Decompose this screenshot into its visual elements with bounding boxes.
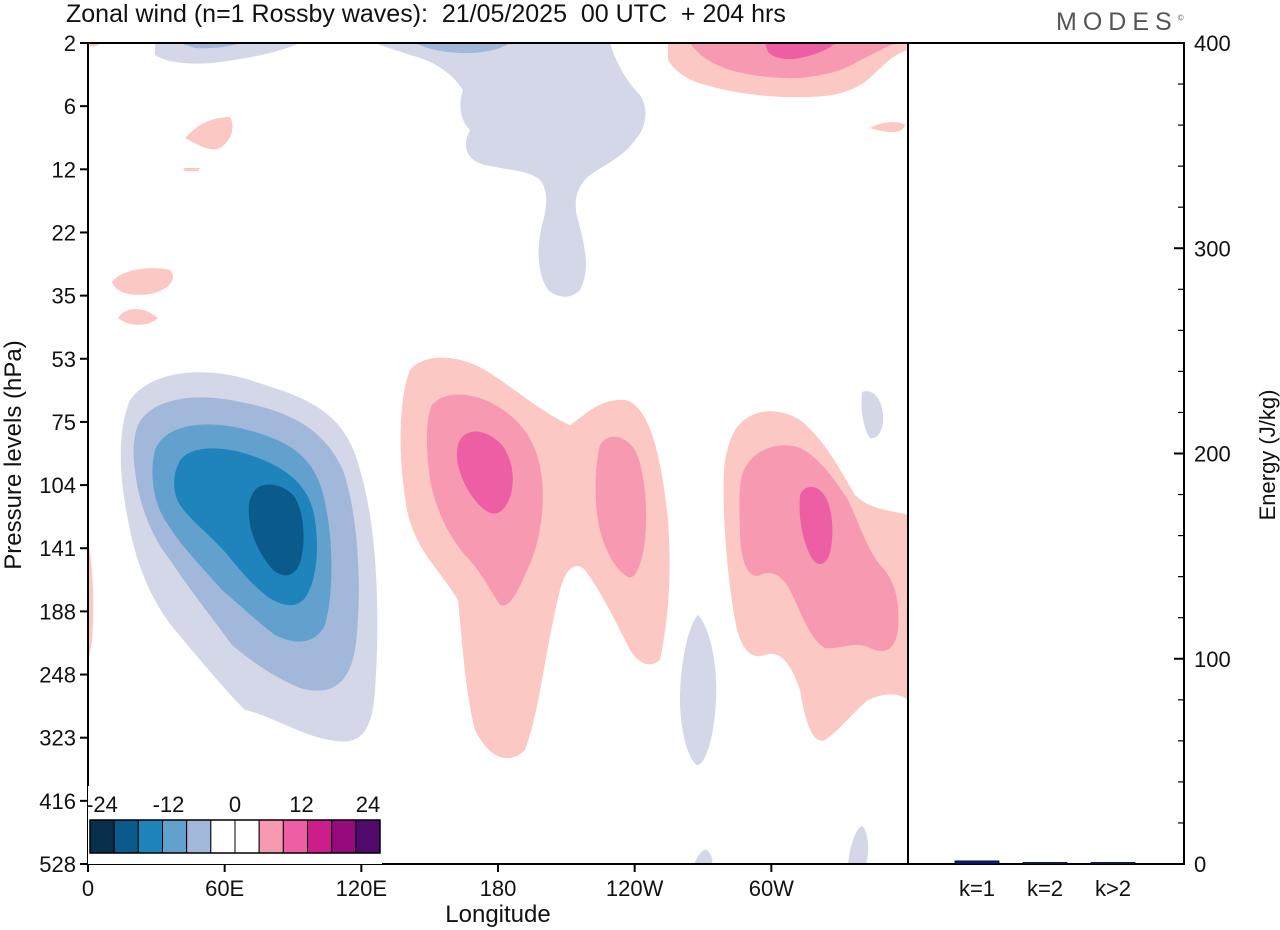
y-tick-label: 6: [64, 94, 76, 119]
colorbar-label: 0: [229, 792, 241, 817]
energy-tick-label: 300: [1194, 236, 1231, 261]
colorbar: -24 -12 0 12 24: [86, 786, 382, 864]
y-tick-label: 12: [52, 157, 76, 182]
energy-bar: [1090, 862, 1136, 865]
energy-axis-label: Energy (J/kg): [1255, 390, 1280, 521]
contour-fill: [118, 308, 158, 325]
x-axis: 0 60E 120E 180 120W 60W: [82, 864, 794, 901]
energy-tick-label: 200: [1194, 442, 1231, 467]
contour-fill: [185, 117, 233, 150]
contour-fill: [870, 122, 905, 133]
negative-anomaly: [120, 372, 378, 742]
energy-bar: [1022, 862, 1068, 865]
contour-fill: [248, 484, 304, 576]
colorbar-swatch: [137, 819, 163, 854]
contour-fill: [690, 43, 895, 79]
y-tick-label: 22: [52, 220, 76, 245]
contour-fill: [375, 43, 646, 297]
contour-fill: [680, 615, 717, 765]
y-tick-label: 416: [39, 789, 76, 814]
colorbar-swatch: [89, 819, 115, 854]
contour-fill: [112, 268, 174, 295]
positive-anomaly-120w: [595, 436, 647, 578]
contour-fill: [799, 486, 833, 565]
contour-fills: [88, 43, 908, 864]
colorbar-swatch: [258, 819, 284, 854]
heatmap-plot: 2 6 12 22 35 53 75 104 141 188 248 323 416 528 Pressu…: [0, 31, 909, 928]
colorbar-swatch: [113, 819, 139, 854]
contour-fill: [183, 168, 200, 171]
energy-category-label: k=2: [1027, 876, 1063, 901]
contour-fill: [861, 391, 884, 439]
y-tick-label: 141: [39, 536, 76, 561]
colorbar-outline: [89, 819, 381, 854]
x-tick-label: 60E: [205, 876, 244, 901]
y-tick-label: 323: [39, 726, 76, 751]
upper-anomalies: [88, 43, 908, 325]
y-tick-label: 528: [39, 852, 76, 877]
y-tick-label: 104: [39, 473, 76, 498]
contour-fill: [155, 43, 300, 64]
colorbar-label: -24: [86, 792, 118, 817]
brand-mark: ©: [1177, 13, 1184, 23]
x-tick-label: 180: [480, 876, 517, 901]
x-axis-label: Longitude: [445, 901, 550, 928]
contour-fill: [180, 43, 240, 49]
energy-tick-label: 400: [1194, 31, 1231, 56]
colorbar-swatch: [282, 819, 309, 854]
x-tick-label: 120W: [606, 876, 664, 901]
colorbar-swatch: [307, 819, 333, 854]
contour-fill: [415, 43, 510, 54]
contour-fill: [88, 540, 94, 660]
energy-axis: 0 100 200 300 400: [1174, 31, 1231, 877]
x-tick-label: 120E: [336, 876, 387, 901]
colorbar-label: 24: [356, 792, 380, 817]
colorbar-label: 12: [289, 792, 313, 817]
energy-category-label: k=1: [959, 876, 995, 901]
contour-fill: [456, 431, 513, 514]
energy-bars: k=1 k=2 k>2: [954, 860, 1136, 901]
colorbar-swatch: [355, 819, 381, 854]
colorbar-swatch: [210, 819, 236, 854]
brand-name: MODES: [1056, 8, 1178, 36]
y-tick-label: 75: [52, 410, 76, 435]
colorbar-swatch: [331, 819, 357, 854]
colorbar-swatch: [234, 819, 260, 854]
brand-logo: MODES©: [1056, 8, 1184, 37]
y-tick-label: 53: [52, 347, 76, 372]
positive-anomaly-60w: [723, 411, 908, 741]
colorbar-swatch: [186, 819, 212, 854]
energy-category-label: k>2: [1095, 876, 1131, 901]
chart-title: Zonal wind (n=1 Rossby waves): 21/05/202…: [66, 0, 786, 28]
x-tick-label: 60W: [749, 876, 794, 901]
colorbar-label: -12: [153, 792, 185, 817]
x-tick-label: 0: [82, 876, 94, 901]
contour-fill: [848, 826, 869, 864]
y-tick-label: 248: [39, 663, 76, 688]
colorbar-swatch: [162, 819, 188, 854]
y-axis: 2 6 12 22 35 53 75 104 141 188 248 323 416 528: [39, 31, 88, 877]
y-tick-label: 2: [64, 31, 76, 56]
energy-tick-label: 100: [1194, 647, 1231, 672]
contour-fill: [595, 436, 647, 578]
y-axis-label: Pressure levels (hPa): [0, 340, 27, 569]
y-tick-label: 35: [52, 284, 76, 309]
contour-fill: [694, 849, 713, 864]
energy-tick-label: 0: [1194, 852, 1206, 877]
energy-bar: [954, 860, 1000, 865]
y-tick-label: 188: [39, 599, 76, 624]
contour-fill: [765, 43, 835, 60]
energy-bar-panel: k=1 k=2 k>2 0 100 200 300 400 Energy (J/kg): [907, 31, 1280, 901]
bar-panel-frame: [907, 42, 1185, 865]
